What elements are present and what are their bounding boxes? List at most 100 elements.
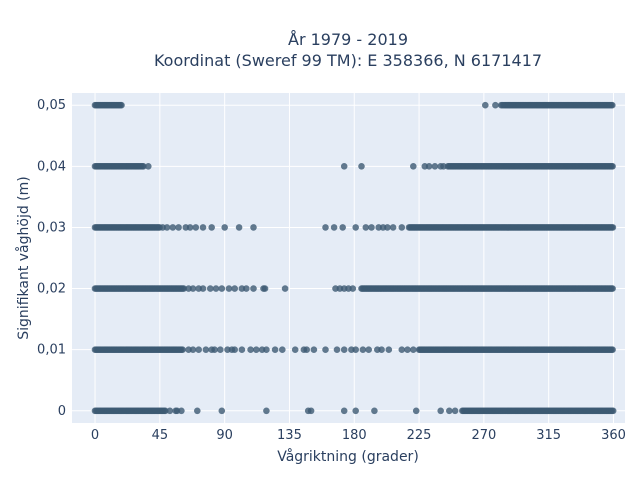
data-point [410,163,417,170]
data-point [252,346,260,354]
data-point [431,163,439,170]
data-point [322,224,329,231]
data-point [231,285,238,292]
data-point [238,346,246,354]
data-point [352,224,360,231]
data-point [279,346,286,354]
data-point [202,346,210,354]
y-tick-label: 0,03 [37,220,66,235]
data-point [446,407,453,415]
data-point [163,224,171,231]
data-point [291,346,299,354]
data-point [175,224,182,231]
x-tick-label: 45 [152,428,169,443]
data-point [235,224,243,231]
data-point [437,407,445,415]
data-point [340,163,348,170]
x-tick-label: 135 [277,428,302,443]
x-tick-label: 315 [536,428,561,443]
data-point [271,346,279,354]
plot-area [72,93,625,423]
data-point [352,346,360,354]
data-point [425,163,433,170]
y-axis-ticks: 0 0,01 0,02 0,03 0,04 0,05 [37,98,66,419]
data-point [250,285,257,292]
data-point [231,346,238,354]
data-point [339,224,347,231]
data-point [368,224,375,231]
data-point [384,224,391,231]
data-point [118,101,125,109]
y-tick-label: 0,04 [37,159,66,174]
data-point [178,407,185,415]
x-tick-label: 225 [407,428,432,443]
data-point [145,163,152,170]
data-point [412,407,420,415]
data-point [247,346,254,354]
data-point [189,285,197,292]
data-point [371,407,378,415]
data-point [140,163,147,170]
data-point [359,346,367,354]
x-axis-ticks: 0 45 90 135 180 225 270 315 360 [91,428,626,443]
y-tick-label: 0 [58,404,66,419]
data-point [398,224,406,231]
data-point [389,224,397,231]
data-point [261,285,269,292]
data-point [307,407,315,415]
data-point [451,407,459,415]
data-point [221,224,228,231]
data-point [609,163,616,170]
data-point [340,407,348,415]
data-point [492,101,499,109]
data-point [281,285,289,292]
data-point [499,101,506,109]
data-point [250,224,257,231]
data-point [609,407,617,415]
data-point [225,285,233,292]
data-point [218,285,226,292]
data-point [609,285,616,292]
x-tick-label: 0 [91,428,99,443]
data-point [482,101,489,109]
x-axis-label: Vågriktning (grader) [277,448,419,465]
data-point [166,407,174,415]
data-point [609,346,616,354]
y-tick-label: 0,05 [37,98,66,113]
data-point [179,346,186,354]
data-point [404,346,411,354]
data-point [378,346,385,354]
data-point [322,346,329,354]
data-point [189,346,197,354]
y-tick-label: 0,02 [37,282,66,297]
data-point [217,346,224,354]
data-point [195,346,202,354]
data-point [186,224,194,231]
data-point [194,407,201,415]
data-point [199,285,207,292]
data-point [243,285,250,292]
data-point [263,346,270,354]
x-tick-label: 180 [342,428,367,443]
data-point [333,346,341,354]
data-points [91,101,617,415]
data-point [609,224,617,231]
data-point [303,346,311,354]
data-point [263,407,270,415]
data-point [192,224,200,231]
data-point [207,285,214,292]
data-point [199,224,207,231]
data-point [218,407,226,415]
data-point [385,346,393,354]
data-point [398,346,406,354]
chart-title-line2: Koordinat (Sweref 99 TM): E 358366, N 61… [154,51,542,70]
data-point [362,224,370,231]
data-point [212,285,220,292]
data-point [349,285,357,292]
data-point [211,346,218,354]
data-point [410,346,417,354]
data-point [180,285,188,292]
data-point [609,101,616,109]
data-point [330,224,338,231]
